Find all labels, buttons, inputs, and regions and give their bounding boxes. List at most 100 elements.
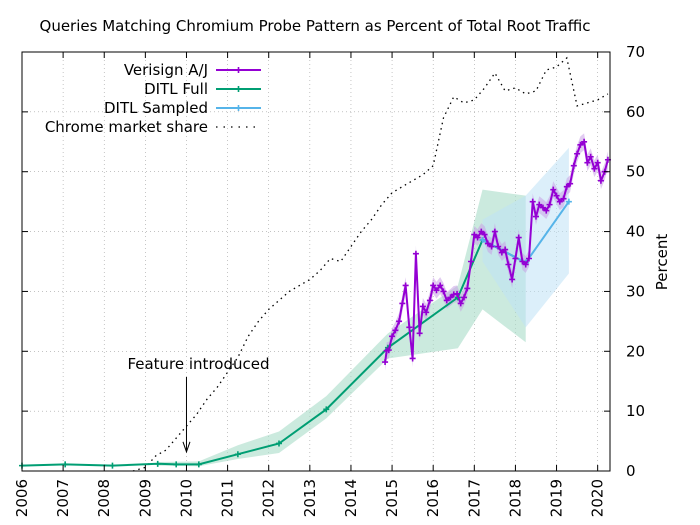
x-tick-label: 2014 (342, 479, 360, 517)
data-point-ditl-full (195, 461, 202, 468)
series-line-chrome-market-share (132, 56, 609, 472)
data-point-verisign-a-j (512, 255, 519, 262)
data-point-verisign-a-j (443, 297, 450, 304)
data-point-verisign-a-j (454, 290, 461, 297)
data-point-verisign-a-j (581, 138, 588, 145)
legend-marker-ditl-full (235, 86, 242, 92)
annotation-arrowhead (182, 441, 191, 454)
data-point-verisign-a-j (495, 243, 502, 250)
x-tick-label: 2019 (548, 479, 566, 517)
data-point-verisign-a-j (546, 201, 553, 208)
annotation: Feature introduced (127, 355, 269, 454)
x-tick-label: 2013 (301, 479, 319, 517)
data-point-verisign-a-j (498, 249, 505, 256)
data-point-ditl-full (173, 461, 180, 468)
data-point-ditl-full (323, 406, 330, 413)
data-point-verisign-a-j (584, 159, 591, 166)
data-point-verisign-a-j (515, 234, 522, 241)
data-point-verisign-a-j (522, 261, 529, 268)
x-tick-label: 2007 (54, 479, 72, 517)
data-point-verisign-a-j (543, 207, 550, 214)
data-point-verisign-a-j (539, 204, 546, 211)
legend-marker-verisign-a-j (235, 67, 242, 73)
legend-label-ditl-sampled: DITL Sampled (104, 99, 208, 117)
data-point-verisign-a-j (471, 231, 478, 238)
annotation-text: Feature introduced (127, 355, 269, 373)
y-tick-label: 30 (626, 282, 645, 300)
data-point-verisign-a-j (478, 228, 485, 235)
data-point-verisign-a-j (396, 318, 403, 325)
data-point-ditl-full (62, 461, 69, 468)
data-point-verisign-a-j (433, 287, 440, 294)
confidence-bands (157, 133, 608, 467)
data-point-ditl-sampled (479, 236, 486, 243)
y-tick-label: 20 (626, 342, 645, 360)
data-point-verisign-a-j (491, 228, 498, 235)
data-point-verisign-a-j (488, 243, 495, 250)
data-point-verisign-a-j (556, 198, 563, 205)
legend-label-verisign-a-j: Verisign A/J (124, 61, 208, 79)
data-point-verisign-a-j (426, 297, 433, 304)
data-point-verisign-a-j (437, 282, 444, 289)
data-point-verisign-a-j (597, 177, 604, 184)
data-point-ditl-sampled (565, 198, 572, 205)
x-tick-label: 2018 (506, 479, 524, 517)
data-point-verisign-a-j (392, 327, 399, 334)
data-point-verisign-a-j (502, 246, 509, 253)
y-tick-label: 0 (626, 462, 636, 480)
data-point-verisign-a-j (423, 309, 430, 316)
data-point-verisign-a-j (389, 333, 396, 340)
data-point-verisign-a-j (567, 180, 574, 187)
data-point-verisign-a-j (382, 359, 389, 366)
data-point-ditl-full (154, 460, 161, 467)
data-point-verisign-a-j (481, 231, 488, 238)
data-point-verisign-a-j (464, 285, 471, 292)
data-point-verisign-a-j (594, 159, 601, 166)
data-point-verisign-a-j (560, 195, 567, 202)
data-point-ditl-full (275, 440, 282, 447)
data-point-verisign-a-j (409, 355, 416, 362)
data-point-verisign-a-j (553, 192, 560, 199)
series-lines (19, 56, 611, 472)
data-point-verisign-a-j (570, 162, 577, 169)
legend-label-ditl-full: DITL Full (144, 80, 208, 98)
data-point-verisign-a-j (563, 183, 570, 190)
data-point-verisign-a-j (484, 240, 491, 247)
legend-label-chrome-market-share: Chrome market share (45, 118, 208, 136)
data-point-verisign-a-j (440, 288, 447, 295)
y-tick-label: 10 (626, 402, 645, 420)
y-tick-label: 60 (626, 103, 645, 121)
x-tick-label: 2006 (13, 479, 31, 517)
data-point-verisign-a-j (402, 282, 409, 289)
data-point-ditl-full (234, 451, 241, 458)
x-tick-label: 2015 (383, 479, 401, 517)
data-point-verisign-a-j (529, 198, 536, 205)
data-point-verisign-a-j (574, 150, 581, 157)
data-point-verisign-a-j (550, 186, 557, 193)
x-tick-label: 2017 (465, 479, 483, 517)
band-ditl-sampled (482, 147, 569, 328)
data-point-verisign-a-j (399, 300, 406, 307)
x-tick-label: 2016 (424, 479, 442, 517)
band-ditl-full (157, 189, 526, 467)
series-line-ditl-full (21, 238, 527, 467)
data-point-verisign-a-j (587, 153, 594, 160)
x-tick-label: 2020 (589, 479, 607, 517)
data-point-verisign-a-j (385, 347, 392, 354)
data-point-verisign-a-j (461, 294, 468, 301)
data-point-ditl-full (109, 462, 116, 469)
chart-title: Queries Matching Chromium Probe Pattern … (40, 17, 591, 35)
axes: 2006 2007 2008 2009 2010 2011 2012 2013 2014 2015… (13, 43, 645, 517)
data-point-verisign-a-j (419, 303, 426, 310)
legend-marker-ditl-sampled (235, 105, 242, 111)
data-point-verisign-a-j (509, 276, 516, 283)
x-tick-label: 2008 (95, 479, 113, 517)
data-point-verisign-a-j (505, 261, 512, 268)
data-point-verisign-a-j (447, 294, 454, 301)
data-point-verisign-a-j (591, 165, 598, 172)
data-point-verisign-a-j (412, 250, 419, 257)
x-tick-label: 2011 (219, 479, 237, 517)
